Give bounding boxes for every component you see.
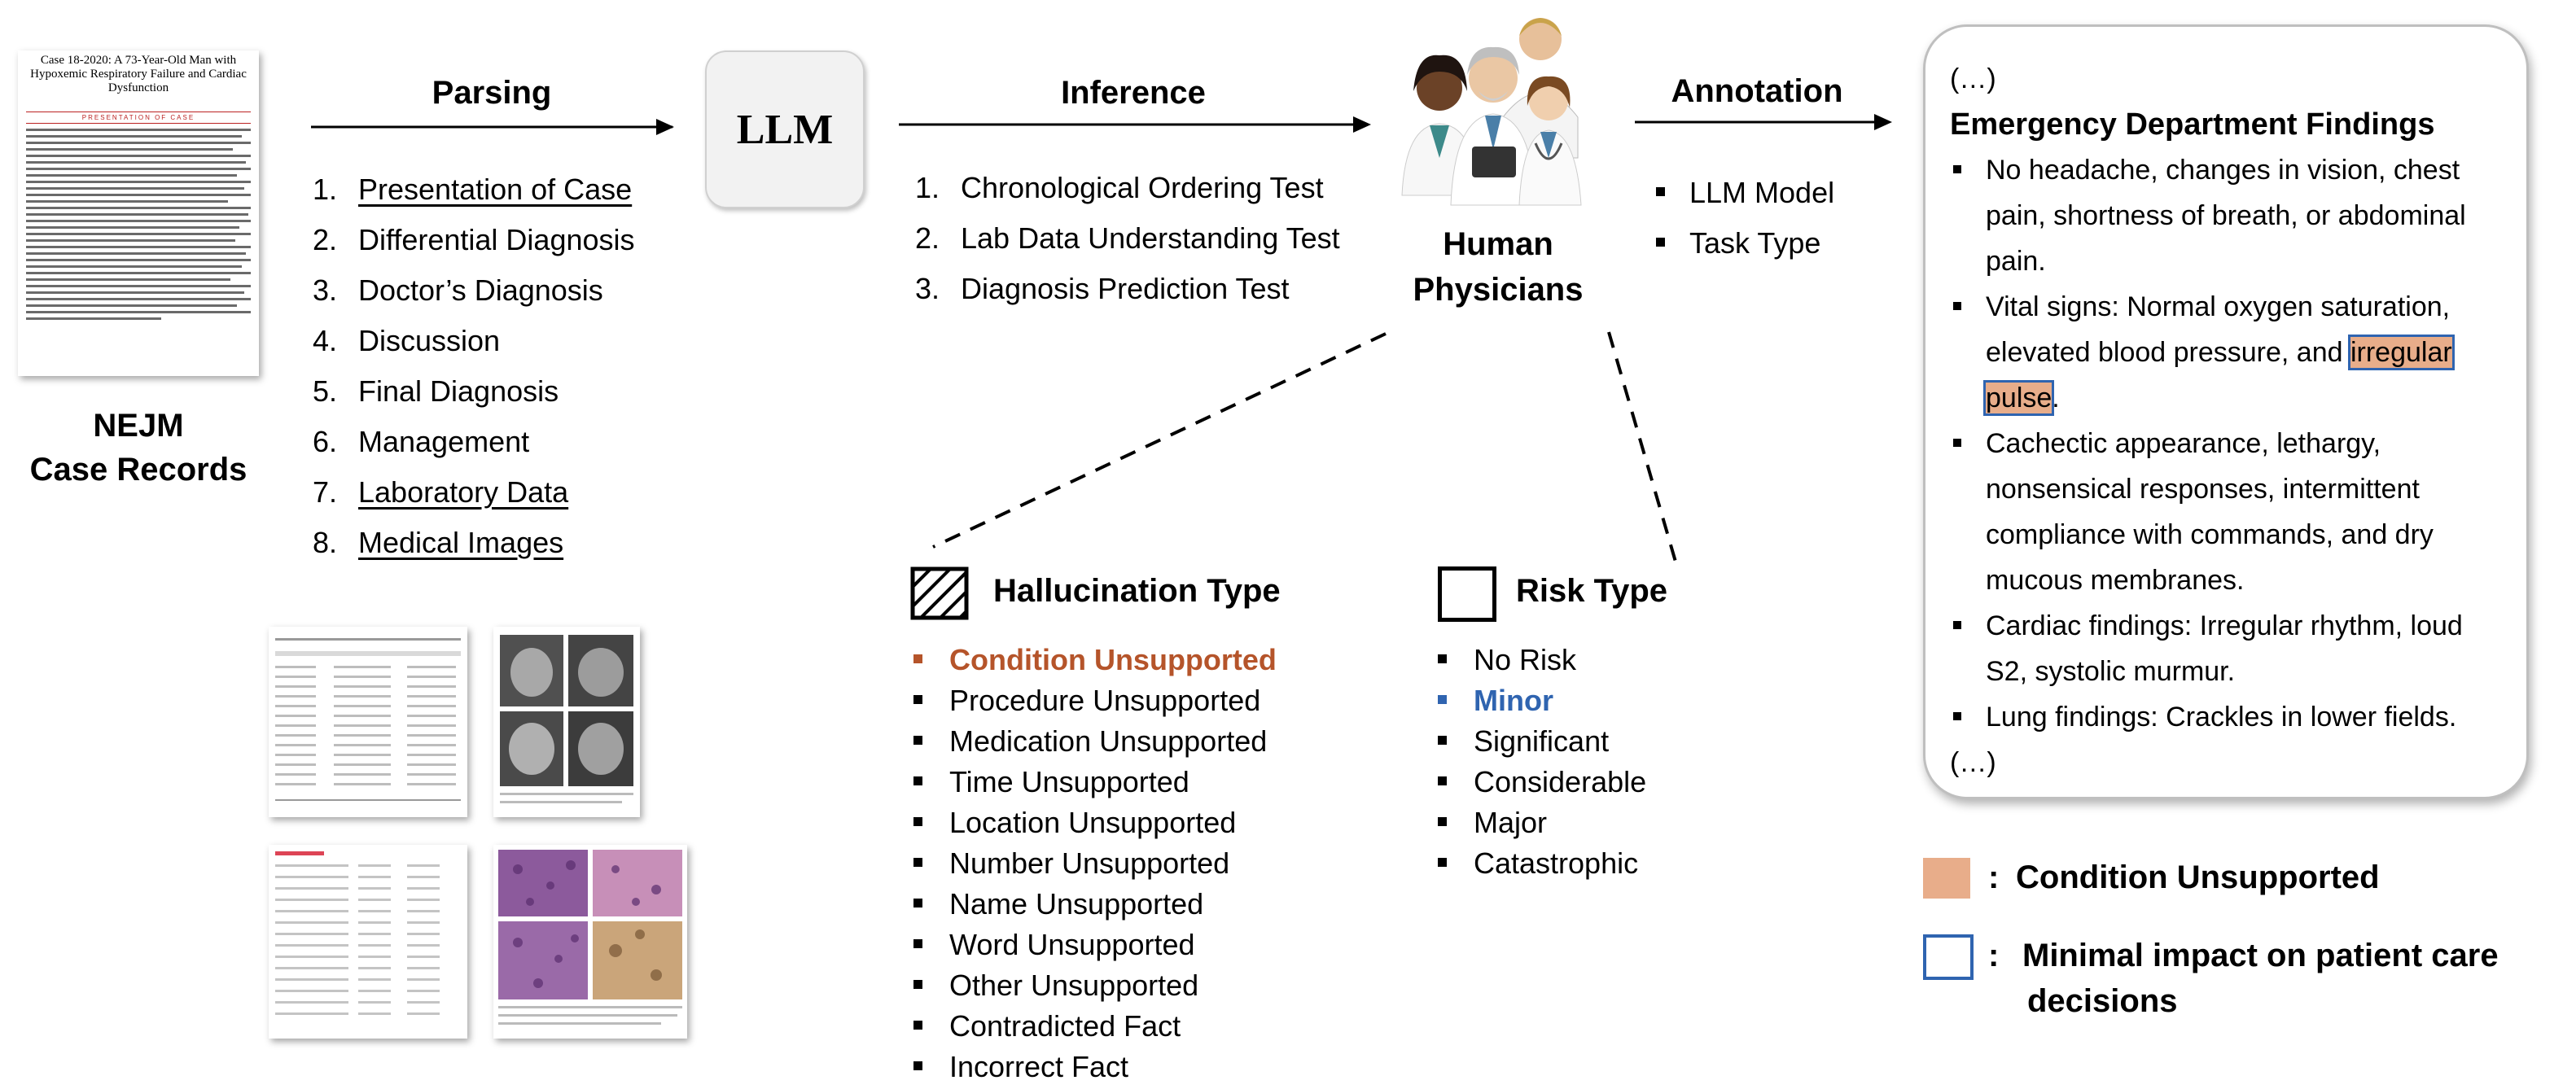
parsing-item: 4. Discussion <box>313 324 501 357</box>
annotation-item: Task Type <box>1656 218 1834 269</box>
legend-condition-swatch <box>1923 858 1970 899</box>
highlighted-phrase: pulse <box>1982 380 2055 416</box>
parsing-item: 3. Doctor’s Diagnosis <box>313 273 603 307</box>
dashed-link-hallucination <box>932 332 1387 549</box>
document-section-header: PRESENTATION OF CASE <box>26 112 251 124</box>
ct-scan-thumbnail <box>493 627 640 817</box>
hallucination-type-item: Name Unsupported <box>912 884 1277 925</box>
risk-type-item: No Risk <box>1436 640 1646 680</box>
inference-item: 3. Diagnosis Prediction Test <box>915 272 1290 305</box>
hallucination-type-item: Incorrect Fact <box>912 1047 1277 1087</box>
legend-minimal-swatch <box>1923 934 1974 980</box>
parsing-item: 6. Management <box>313 425 530 458</box>
risk-type-title: Risk Type <box>1516 573 1667 609</box>
hatched-box-icon <box>910 566 969 620</box>
legend-condition-label: Condition Unsupported <box>2016 859 2380 895</box>
findings-item: Lung findings: Crackles in lower fields. <box>1950 694 2505 740</box>
document-title: Case 18-2020: A 73-Year-Old Man with Hyp… <box>30 54 247 94</box>
physicians-caption-line2: Physicians <box>1413 272 1584 308</box>
findings-title: Emergency Department Findings <box>1950 107 2435 142</box>
inference-arrow-head <box>1353 116 1371 133</box>
annotation-label: Annotation <box>1671 73 1843 109</box>
highlighted-phrase: irregular <box>2347 335 2455 370</box>
source-caption: NEJM Case Records <box>8 404 269 492</box>
parsing-arrow-head <box>656 119 674 135</box>
hallucination-type-item: Condition Unsupported <box>912 640 1277 680</box>
hallucination-type-item: Other Unsupported <box>912 965 1277 1006</box>
lab-data-table-thumbnail <box>269 845 467 1039</box>
risk-type-item: Significant <box>1436 721 1646 762</box>
risk-type-item: Minor <box>1436 680 1646 721</box>
parsing-item: 5. Final Diagnosis <box>313 374 559 408</box>
annotation-arrow-head <box>1874 114 1892 130</box>
hallucination-type-item: Procedure Unsupported <box>912 680 1277 721</box>
ellipsis-bottom: (…) <box>1950 747 1996 778</box>
legend-condition-colon: : <box>1988 859 2000 895</box>
hallucination-type-item: Contradicted Fact <box>912 1006 1277 1047</box>
findings-panel: (…) Emergency Department Findings No hea… <box>1923 24 2529 799</box>
risk-type-item: Major <box>1436 803 1646 843</box>
parsing-item: 1. Presentation of Case <box>313 173 633 206</box>
findings-item: Cardiac findings: Irregular rhythm, loud… <box>1950 603 2505 694</box>
lab-table-thumbnail <box>269 627 467 817</box>
hallucination-type-item: Time Unsupported <box>912 762 1277 803</box>
dashed-link-risk <box>1607 331 1677 562</box>
inference-item: 2. Lab Data Understanding Test <box>915 221 1340 255</box>
physicians-icon <box>1401 18 1582 206</box>
parsing-item: 7. Laboratory Data <box>313 475 569 509</box>
source-caption-line1: NEJM <box>93 408 184 444</box>
source-caption-line2: Case Records <box>29 452 248 488</box>
findings-item: Cachectic appearance, lethargy, nonsensic… <box>1950 421 2505 603</box>
risk-type-list: No Risk Minor Significant Considerable M… <box>1436 640 1646 884</box>
physicians-caption-line1: Human <box>1443 226 1553 262</box>
parsing-list: 1. Presentation of Case 2. Differential Di… <box>313 164 635 568</box>
legend-minimal-colon: : <box>1988 938 2000 973</box>
parsing-label: Parsing <box>432 75 552 111</box>
hallucination-type-item: Number Unsupported <box>912 843 1277 884</box>
hallucination-type-item: Location Unsupported <box>912 803 1277 843</box>
findings-item: Vital signs: Normal oxygen saturation, e… <box>1950 284 2505 421</box>
inference-label: Inference <box>1061 75 1206 111</box>
inference-item: 1. Chronological Ordering Test <box>915 171 1324 204</box>
findings-list: No headache, changes in vision, chest pai… <box>1950 147 2505 740</box>
legend-minimal-label: Minimal impact on patient care decisions <box>2022 938 2499 1019</box>
hallucination-type-item: Medication Unsupported <box>912 721 1277 762</box>
document-body-text <box>18 124 259 329</box>
physicians-caption: Human Physicians <box>1400 221 1596 313</box>
inference-list: 1. Chronological Ordering Test 2. Lab Data… <box>915 163 1340 314</box>
hallucination-type-list: Condition Unsupported Procedure Unsuppor… <box>912 640 1277 1087</box>
risk-type-item: Catastrophic <box>1436 843 1646 884</box>
empty-box-icon <box>1438 566 1496 622</box>
findings-item: No headache, changes in vision, chest pai… <box>1950 147 2505 284</box>
parsing-item: 2. Differential Diagnosis <box>313 223 635 256</box>
risk-type-item: Considerable <box>1436 762 1646 803</box>
nejm-case-document-thumbnail: Case 18-2020: A 73-Year-Old Man with Hyp… <box>18 50 259 376</box>
annotation-list: LLM Model Task Type <box>1656 168 1834 269</box>
annotation-item: LLM Model <box>1656 168 1834 218</box>
hallucination-type-title: Hallucination Type <box>993 573 1281 609</box>
parsing-item: 8. Medical Images <box>313 526 564 559</box>
histology-thumbnail <box>493 845 687 1039</box>
ellipsis-top: (…) <box>1950 63 1996 94</box>
llm-box: LLM <box>705 50 865 208</box>
hallucination-type-item: Word Unsupported <box>912 925 1277 965</box>
